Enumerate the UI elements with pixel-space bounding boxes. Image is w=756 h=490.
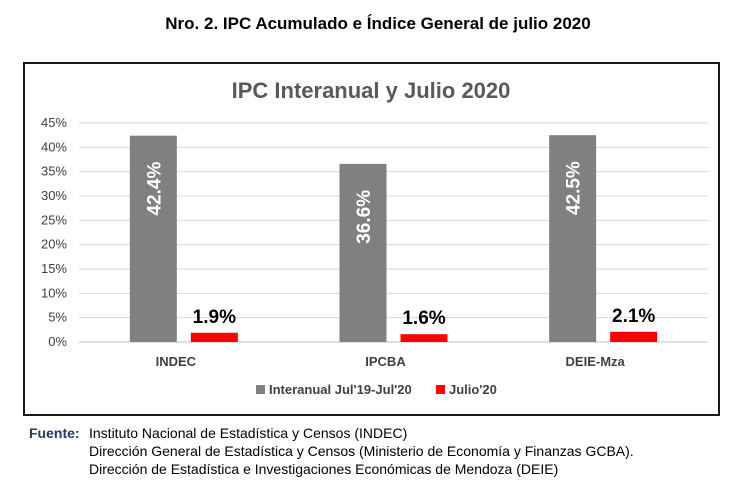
legend-swatch [256,385,265,394]
data-label-julio: 2.1% [612,306,655,327]
y-tick-label: 15% [41,261,67,276]
data-label-interanual: 42.4% [144,162,165,216]
y-tick-label: 25% [41,212,67,227]
source-line: Dirección de Estadística e Investigacion… [89,461,559,477]
figure-heading: Nro. 2. IPC Acumulado e Índice General d… [165,14,591,33]
y-tick-label: 30% [41,188,67,203]
bar-julio [610,331,658,342]
y-tick-label: 5% [48,310,67,325]
y-tick-label: 0% [48,334,67,349]
source-line: Instituto Nacional de Estadística y Cens… [89,425,408,441]
bar-julio [190,332,238,342]
y-tick-label: 45% [41,115,67,130]
chart-title: IPC Interanual y Julio 2020 [232,78,511,103]
data-label-interanual: 36.6% [354,190,375,244]
bar-interanual [549,135,597,342]
y-tick-label: 10% [41,285,67,300]
legend-label: Interanual Jul'19-Jul'20 [269,382,412,397]
data-label-julio: 1.6% [402,308,445,329]
bar-julio [400,334,448,342]
y-tick-label: 40% [41,139,67,154]
bar-chart: IPC Interanual y Julio 2020 0% 5% 10% 15% 20… [41,78,708,397]
data-label-julio: 1.9% [193,307,236,328]
bar-interanual [339,163,387,342]
chart-frame: IPC Interanual y Julio 2020 0% 5% 10% 15% 20… [23,62,720,416]
source-line: Dirección General de Estadística y Censo… [89,443,634,459]
x-category-label: IPCBA [365,354,406,369]
y-tick-label: 35% [41,164,67,179]
legend-label: Julio'20 [449,382,497,397]
x-category-label: INDEC [156,354,197,369]
legend-swatch [436,385,445,394]
source-note: Fuente: Instituto Nacional de Estadística… [29,424,634,478]
source-label: Fuente: [29,425,80,441]
bar-interanual [129,135,177,342]
y-tick-label: 20% [41,237,67,252]
data-label-interanual: 42.5% [564,161,585,215]
x-category-label: DEIE-Mza [566,354,626,369]
